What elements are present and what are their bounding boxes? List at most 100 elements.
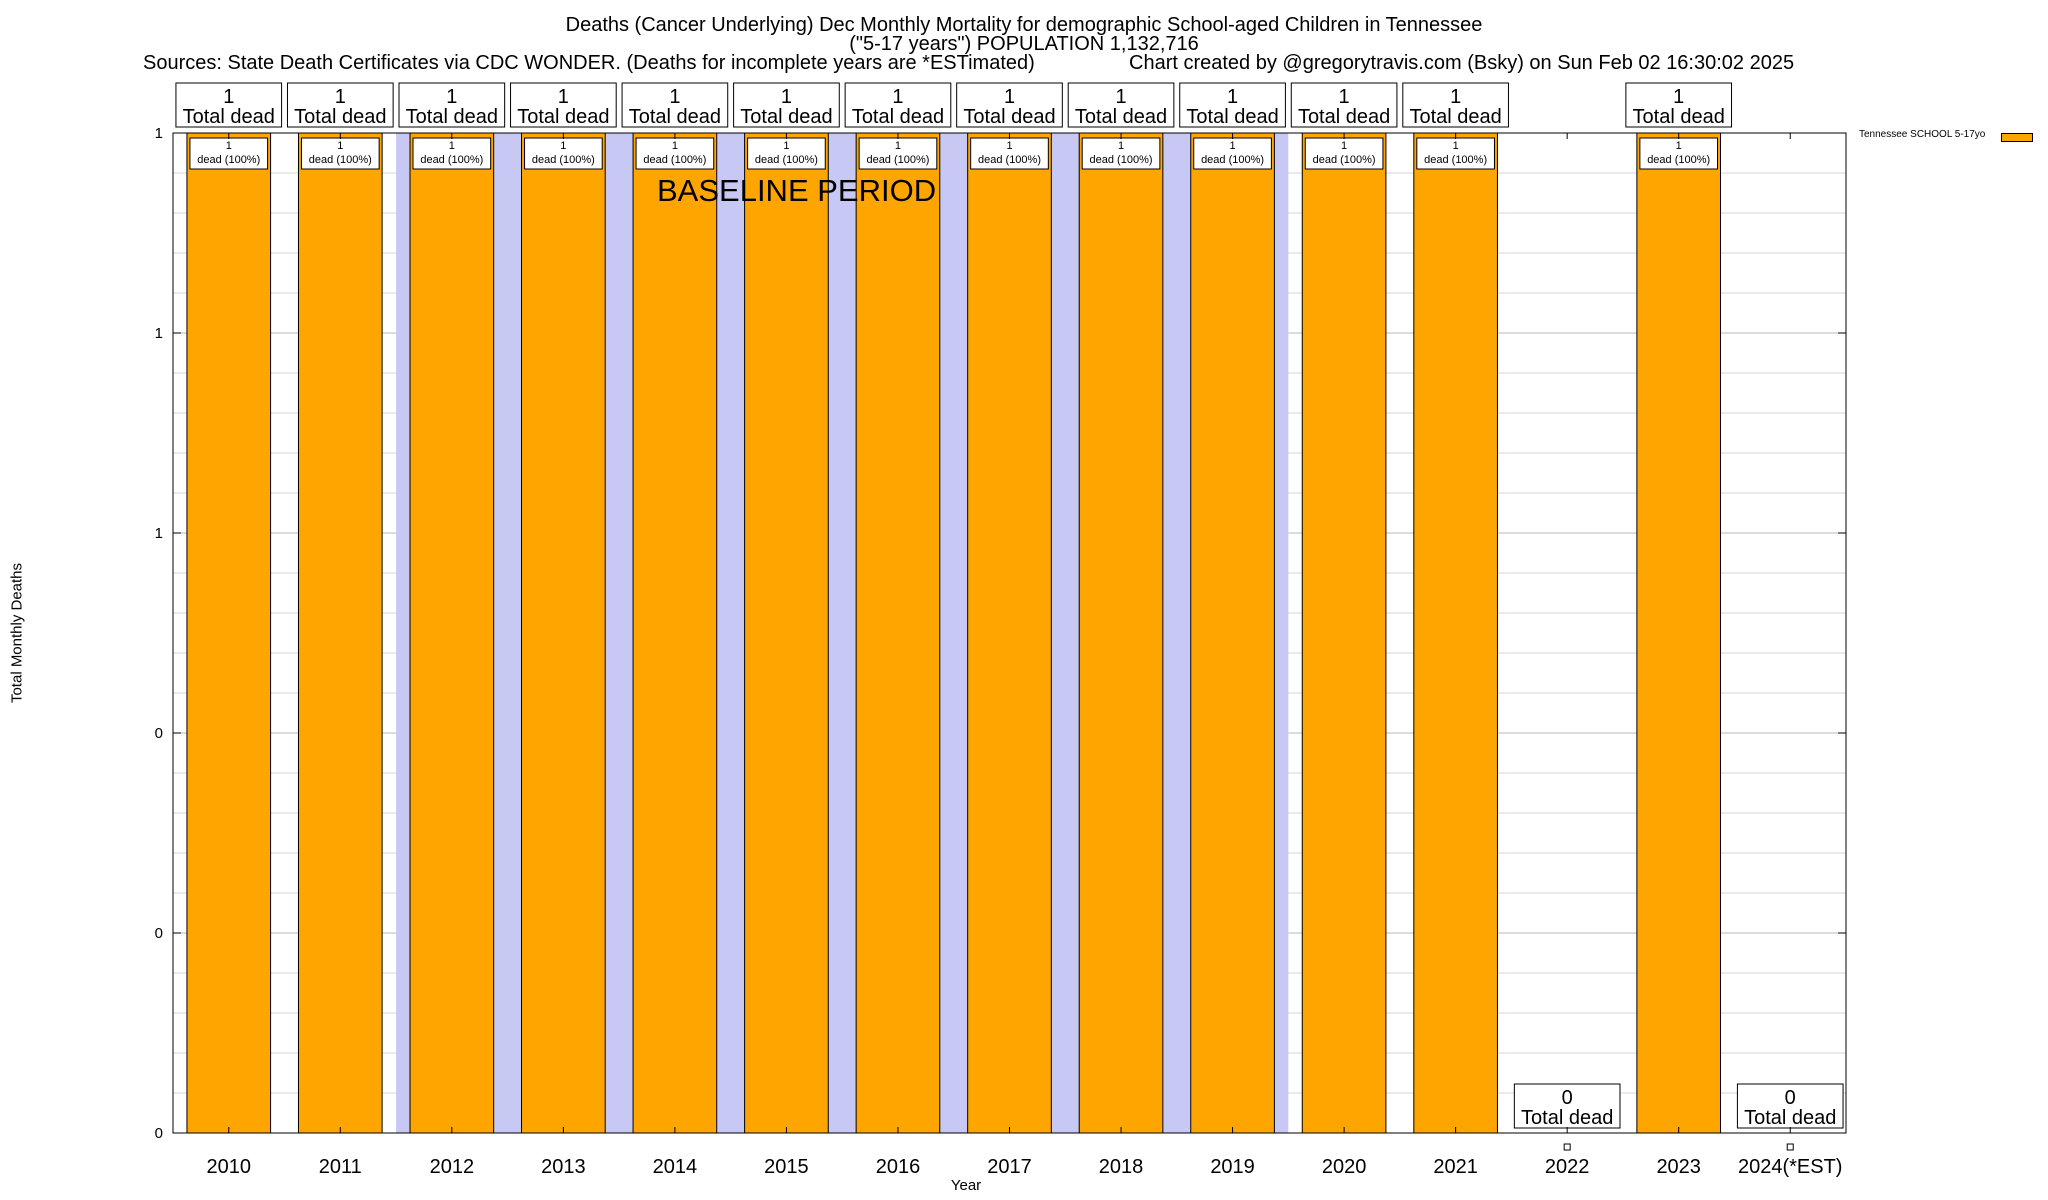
bar-inner-count: 1 <box>672 140 678 152</box>
total-label-text: Total dead <box>1409 106 1501 128</box>
bar-inner-percent: dead (100%) <box>1201 154 1264 166</box>
bar-inner-count: 1 <box>449 140 455 152</box>
bar <box>1301 132 1387 1134</box>
y-tick-label: 0 <box>155 925 163 942</box>
total-label-box <box>1067 82 1175 128</box>
chart-title-line2: ("5-17 years") POPULATION 1,132,716 <box>849 33 1199 55</box>
total-label-value: 1 <box>669 86 680 108</box>
total-label-text: Total dead <box>1521 1107 1613 1129</box>
bar <box>967 132 1052 1134</box>
bar-inner-percent: dead (100%) <box>643 154 706 166</box>
total-label-box <box>1736 1083 1844 1129</box>
legend-label: Tennessee SCHOOL 5-17yo <box>1859 129 1986 140</box>
bar-inner-percent: dead (100%) <box>1313 154 1376 166</box>
bar-inner-count: 1 <box>783 140 789 152</box>
total-label-box <box>1625 82 1733 128</box>
x-tick-label: 2018 <box>1099 1156 1144 1178</box>
total-label-text: Total dead <box>517 106 609 128</box>
x-tick-label: 2015 <box>764 1156 809 1178</box>
y-tick-label: 1 <box>155 325 163 342</box>
total-label-box <box>956 82 1063 128</box>
x-tick-label: 2020 <box>1322 1156 1367 1178</box>
zero-marker <box>1786 1143 1794 1151</box>
total-label-box <box>621 82 729 128</box>
x-tick-label: 2014 <box>653 1156 698 1178</box>
bar-inner-percent: dead (100%) <box>532 154 595 166</box>
total-label-text: Total dead <box>1186 106 1278 128</box>
total-label-box <box>510 82 617 128</box>
total-label-text: Total dead <box>629 106 721 128</box>
total-label-value: 1 <box>1450 86 1461 108</box>
bar-inner-percent: dead (100%) <box>309 154 372 166</box>
bar <box>632 132 718 1134</box>
x-tick-label: 2023 <box>1656 1156 1701 1178</box>
bar-inner-count: 1 <box>1118 140 1124 152</box>
total-label-text: Total dead <box>1633 106 1725 128</box>
bar-inner-percent: dead (100%) <box>1647 154 1710 166</box>
total-label-text: Total dead <box>852 106 944 128</box>
total-label-text: Total dead <box>183 106 275 128</box>
total-label-value: 1 <box>1227 86 1238 108</box>
total-label-text: Total dead <box>740 106 832 128</box>
bar <box>744 132 829 1134</box>
y-tick-label: 0 <box>155 1125 163 1142</box>
chart-sources: Sources: State Death Certificates via CD… <box>143 52 1035 74</box>
bar-inner-count: 1 <box>337 140 343 152</box>
total-label-value: 1 <box>1673 86 1684 108</box>
total-label-box <box>733 82 840 128</box>
baseline-period-label: BASELINE PERIOD <box>657 173 937 208</box>
chart-credit: Chart created by @gregorytravis.com (Bsk… <box>1129 52 1795 74</box>
total-label-text: Total dead <box>1298 106 1390 128</box>
bar <box>409 132 495 1134</box>
bar-inner-label-box <box>747 137 826 170</box>
total-label-box <box>175 82 283 128</box>
x-tick-label: 2012 <box>430 1156 475 1178</box>
total-label-box <box>844 82 952 128</box>
bar-inner-percent: dead (100%) <box>1090 154 1153 166</box>
bar-inner-percent: dead (100%) <box>197 154 260 166</box>
bar <box>1413 132 1498 1134</box>
bar <box>1190 132 1275 1134</box>
bar-inner-percent: dead (100%) <box>866 154 929 166</box>
bar-inner-percent: dead (100%) <box>420 154 483 166</box>
bar-inner-count: 1 <box>895 140 901 152</box>
total-label-value: 1 <box>781 86 792 108</box>
x-tick-label: 2016 <box>876 1156 921 1178</box>
bar-inner-percent: dead (100%) <box>978 154 1041 166</box>
x-tick-label: 2021 <box>1433 1156 1478 1178</box>
y-tick-label: 0 <box>155 725 163 742</box>
total-label-box <box>1402 82 1509 128</box>
bar-inner-percent: dead (100%) <box>755 154 818 166</box>
bar-inner-label-box <box>412 137 492 170</box>
bar <box>855 132 941 1134</box>
bar-inner-label-box <box>524 137 603 170</box>
total-label-value: 1 <box>335 86 346 108</box>
total-label-text: Total dead <box>294 106 386 128</box>
bar-inner-label-box <box>1416 137 1495 170</box>
y-tick-label: 1 <box>155 125 163 142</box>
total-label-box <box>398 82 506 128</box>
total-label-value: 0 <box>1562 1087 1573 1109</box>
total-label-value: 1 <box>558 86 569 108</box>
bar-inner-count: 1 <box>1341 140 1347 152</box>
x-tick-label: 2024(*EST) <box>1738 1156 1843 1178</box>
bar-inner-count: 1 <box>1676 140 1682 152</box>
x-tick-label: 2019 <box>1210 1156 1255 1178</box>
total-label-box <box>286 82 394 128</box>
total-label-value: 1 <box>446 86 457 108</box>
bar-inner-percent: dead (100%) <box>1424 154 1487 166</box>
bar-inner-count: 1 <box>560 140 566 152</box>
total-label-value: 1 <box>223 86 234 108</box>
total-label-value: 0 <box>1785 1087 1796 1109</box>
y-axis-label: Total Monthly Deaths <box>8 562 26 704</box>
y-tick-label: 1 <box>155 525 163 542</box>
chart-title-line1: Deaths (Cancer Underlying) Dec Monthly M… <box>565 14 1483 36</box>
bar <box>521 132 606 1134</box>
bar-inner-label-box <box>858 137 938 170</box>
total-label-text: Total dead <box>963 106 1055 128</box>
total-label-value: 1 <box>1004 86 1015 108</box>
total-label-box <box>1179 82 1286 128</box>
x-axis-label: Year <box>950 1177 982 1194</box>
bar-inner-count: 1 <box>1006 140 1012 152</box>
